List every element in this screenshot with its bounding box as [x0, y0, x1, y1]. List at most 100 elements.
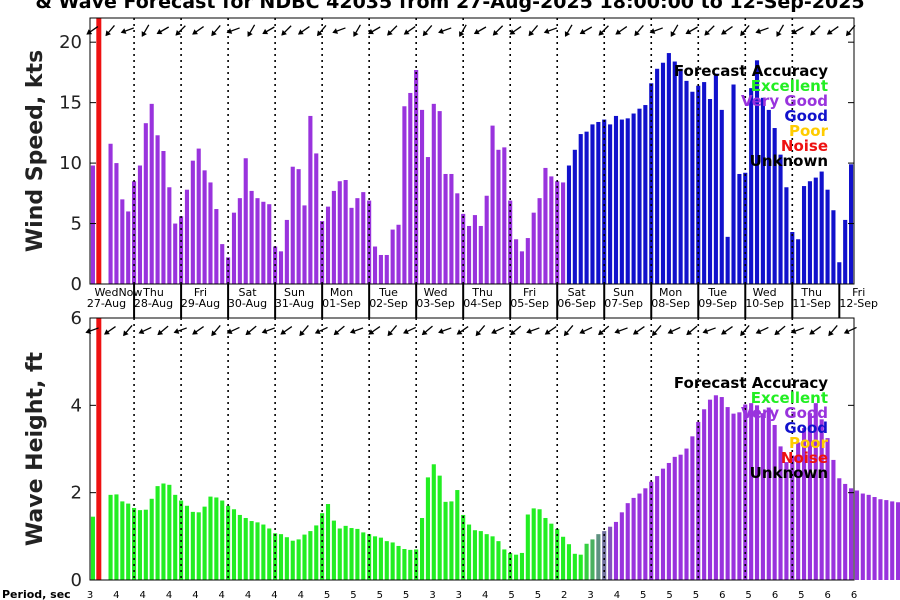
wave-bar	[255, 522, 260, 580]
wind-bar	[202, 170, 207, 284]
wave-bar	[854, 490, 859, 580]
wave-bar	[384, 541, 389, 580]
wave-bar	[602, 531, 607, 580]
wind-bar	[290, 166, 295, 284]
wind-bar	[137, 165, 143, 284]
period-value: 4	[298, 590, 304, 600]
wave-bar	[396, 545, 401, 580]
wind-bar	[502, 147, 507, 284]
wind-bar	[302, 205, 307, 284]
wave-bar	[872, 497, 877, 580]
wave-bar	[208, 496, 213, 580]
wave-bar	[884, 500, 889, 580]
direction-arrow-icon	[509, 325, 522, 336]
wind-bar	[249, 190, 254, 284]
direction-arrow-icon	[123, 324, 133, 337]
wave-bar	[220, 500, 225, 580]
legend-title: Forecast Accuracy	[674, 62, 828, 80]
wind-bar	[114, 163, 119, 284]
direction-arrow-icon	[649, 27, 663, 34]
direction-arrow-icon	[157, 325, 169, 336]
direction-arrow-icon	[670, 24, 679, 37]
direction-arrow-icon	[422, 24, 433, 37]
wind-bar	[608, 124, 613, 285]
wind-bar	[649, 83, 654, 284]
period-value: 4	[271, 590, 277, 600]
wave-bar	[449, 501, 454, 580]
direction-arrow-icon	[299, 324, 309, 337]
direction-arrow-icon	[280, 326, 293, 335]
weekday-label: Wed	[424, 286, 448, 299]
wave-bar	[472, 530, 477, 580]
direction-arrow-icon	[702, 327, 716, 334]
wave-bar	[760, 413, 765, 580]
wave-bar	[707, 399, 713, 580]
wind-bar	[120, 199, 125, 284]
direction-arrow-icon	[456, 326, 469, 335]
y-tick-label: 20	[59, 32, 82, 53]
direction-arrow-icon	[564, 24, 573, 37]
wind-bar	[749, 88, 754, 284]
period-row: Period, sec 3 4 4 4 4 4 4 4 4 5 5 5 5 3 3 4 5 5 2 3 4 5 5 5 6 5 6 5…	[2, 588, 857, 600]
direction-arrow-icon	[473, 26, 487, 35]
wind-bar	[731, 84, 736, 284]
date-label: 10-Sep	[745, 297, 784, 310]
direction-arrow-icon	[262, 26, 275, 35]
weekday-label: Wed	[753, 286, 777, 299]
wind-bar	[314, 153, 319, 284]
direction-arrow-icon	[86, 26, 99, 35]
wind-bar	[296, 169, 301, 284]
wind-bar	[396, 224, 401, 284]
wind-bar	[343, 180, 348, 284]
wave-bar	[584, 543, 589, 580]
wind-bar	[778, 154, 783, 284]
wave-bar	[860, 493, 865, 580]
now-label: Now	[118, 286, 142, 299]
legend-item: Good	[784, 107, 828, 125]
weekday-label: Mon	[330, 286, 353, 299]
wind-y-axis-label: Wind Speed, kts	[23, 50, 48, 252]
wave-bar	[90, 516, 95, 580]
wind-bar	[784, 187, 789, 284]
wind-bar	[484, 195, 489, 284]
wave-bar	[231, 509, 237, 580]
wave-bar	[484, 534, 489, 580]
wave-bar	[496, 541, 501, 580]
wave-bar	[784, 462, 789, 580]
wave-bar	[302, 534, 307, 580]
period-value: 5	[403, 590, 409, 600]
direction-arrow-icon	[261, 327, 276, 334]
wave-bar	[749, 403, 754, 580]
direction-arrow-icon	[721, 26, 733, 35]
legend-item: Poor	[789, 434, 829, 452]
legend-item: Excellent	[751, 389, 828, 407]
wind-bar	[126, 211, 131, 284]
wind-bar	[754, 60, 760, 284]
wave-bar	[314, 525, 319, 580]
wind-bar	[361, 192, 366, 284]
wave-bar	[843, 483, 848, 580]
period-value: 6	[825, 590, 831, 600]
wind-bar	[707, 99, 713, 284]
wind-bar	[419, 109, 425, 284]
direction-arrow-icon	[156, 26, 170, 35]
wave-bar	[678, 454, 683, 580]
wind-bar	[672, 61, 677, 284]
date-label: 03-Sep	[416, 297, 455, 310]
wind-bar	[619, 119, 624, 284]
wave-bar	[149, 498, 154, 580]
wind-bar	[549, 176, 554, 284]
direction-arrow-icon	[297, 26, 310, 35]
period-value: 5	[324, 590, 330, 600]
wind-bar	[678, 68, 683, 284]
y-tick-label: 5	[71, 214, 82, 235]
direction-arrow-icon	[403, 26, 416, 35]
wind-bar	[349, 207, 354, 284]
date-label: 09-Sep	[698, 297, 737, 310]
wind-bar	[449, 173, 454, 284]
direction-arrow-icon	[492, 25, 504, 36]
legend-title: Forecast Accuracy	[674, 374, 828, 392]
wave-bar	[437, 475, 442, 580]
wind-bar	[267, 204, 272, 284]
wave-bar	[625, 503, 630, 580]
